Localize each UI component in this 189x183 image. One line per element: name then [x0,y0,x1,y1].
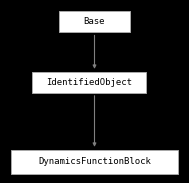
Text: IdentifiedObject: IdentifiedObject [46,78,132,87]
FancyBboxPatch shape [11,150,178,174]
Text: DynamicsFunctionBlock: DynamicsFunctionBlock [38,157,151,167]
FancyBboxPatch shape [32,72,146,93]
Text: Base: Base [84,17,105,27]
FancyBboxPatch shape [59,11,130,32]
